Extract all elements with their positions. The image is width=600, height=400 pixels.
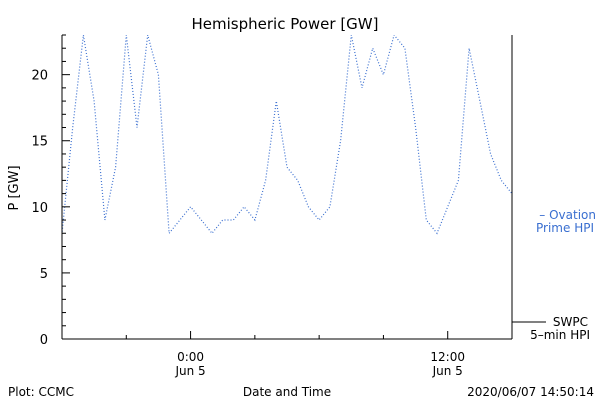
- y-tick-label: 5: [40, 267, 48, 282]
- x-axis-label: Date and Time: [243, 385, 331, 399]
- footer-right: 2020/06/07 14:50:14: [467, 385, 594, 399]
- legend-swpc-label: SWPC: [553, 315, 588, 329]
- y-tick-label: 15: [31, 135, 48, 150]
- legend-swpc-label: 5–min HPI: [530, 328, 590, 342]
- y-tick-label: 20: [31, 69, 48, 84]
- y-tick-label: 0: [40, 333, 48, 348]
- y-axis-label: P [GW]: [7, 165, 22, 210]
- ovation-prime-series-line: [62, 35, 512, 235]
- x-tick-time-label: 0:00: [177, 350, 204, 364]
- x-tick-date-label: Jun 5: [432, 364, 463, 378]
- y-tick-label: 10: [31, 201, 48, 216]
- x-tick-date-label: Jun 5: [174, 364, 205, 378]
- x-tick-time-label: 12:00: [430, 350, 465, 364]
- footer-left: Plot: CCMC: [8, 385, 74, 399]
- legend-ovation-label: Prime HPI: [536, 221, 594, 235]
- legend-ovation-label: – Ovation: [539, 208, 596, 222]
- chart-title: Hemispheric Power [GW]: [192, 15, 379, 33]
